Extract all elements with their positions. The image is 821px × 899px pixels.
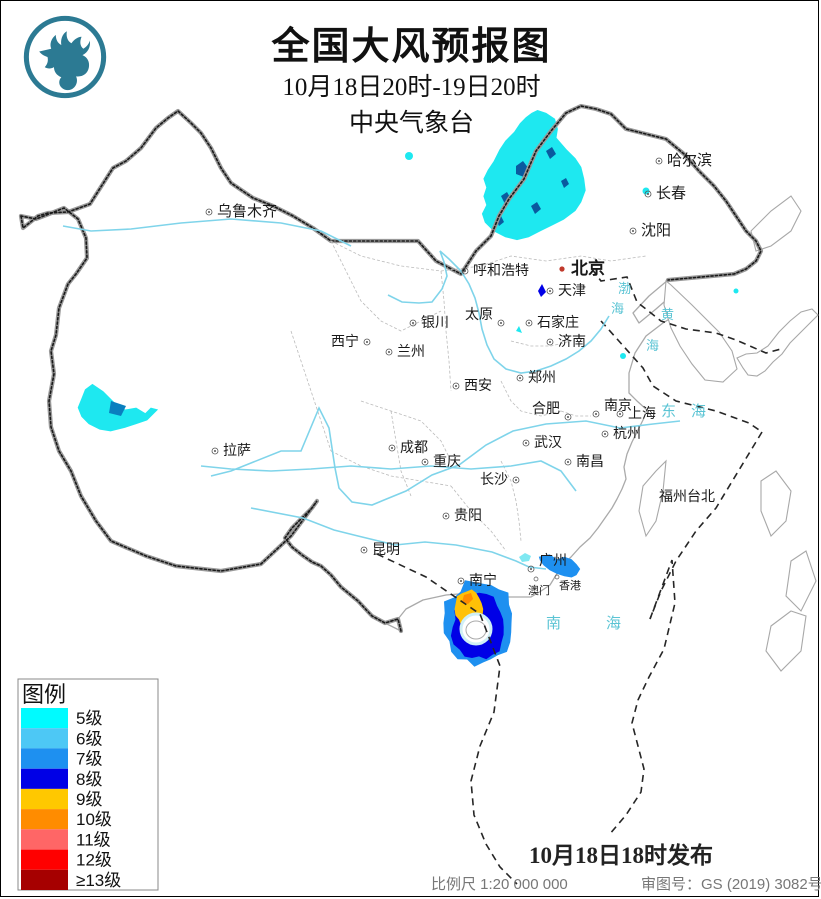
svg-text:沈阳: 沈阳 — [641, 222, 671, 239]
svg-text:5级: 5级 — [76, 709, 102, 728]
svg-text:哈尔滨: 哈尔滨 — [667, 152, 712, 169]
svg-text:杭州: 杭州 — [613, 425, 641, 441]
svg-text:天津: 天津 — [558, 282, 586, 298]
svg-text:成都: 成都 — [400, 439, 428, 455]
svg-text:长春: 长春 — [656, 185, 686, 202]
svg-text:济南: 济南 — [558, 333, 586, 349]
svg-text:贵阳: 贵阳 — [454, 507, 482, 523]
svg-text:拉萨: 拉萨 — [223, 442, 251, 458]
svg-text:呼和浩特: 呼和浩特 — [473, 262, 529, 278]
svg-text:西宁: 西宁 — [331, 333, 359, 349]
svg-text:北京: 北京 — [571, 258, 605, 278]
svg-text:银川: 银川 — [421, 314, 449, 330]
svg-text:澳门: 澳门 — [528, 583, 550, 597]
svg-text:7级: 7级 — [76, 750, 102, 769]
svg-text:长沙: 长沙 — [480, 471, 508, 487]
svg-text:上海: 上海 — [628, 405, 656, 421]
svg-text:南宁: 南宁 — [469, 572, 497, 588]
svg-text:太原: 太原 — [465, 306, 493, 322]
svg-text:广州: 广州 — [539, 552, 567, 568]
svg-text:西安: 西安 — [464, 377, 492, 393]
svg-text:渤: 渤 — [618, 281, 631, 296]
svg-text:香港: 香港 — [559, 579, 581, 592]
svg-text:12级: 12级 — [76, 851, 112, 870]
svg-text:昆明: 昆明 — [372, 541, 400, 557]
svg-text:南昌: 南昌 — [576, 453, 604, 469]
svg-text:黄: 黄 — [661, 307, 674, 322]
svg-text:10级: 10级 — [76, 810, 112, 829]
svg-text:东: 东 — [661, 403, 676, 420]
svg-text:石家庄: 石家庄 — [537, 314, 579, 330]
svg-text:武汉: 武汉 — [534, 434, 562, 450]
svg-text:郑州: 郑州 — [528, 369, 556, 385]
svg-text:图例: 图例 — [22, 682, 66, 707]
svg-text:兰州: 兰州 — [397, 343, 425, 359]
svg-text:海: 海 — [606, 615, 621, 632]
svg-text:福州台北: 福州台北 — [659, 488, 715, 504]
svg-text:11级: 11级 — [76, 830, 111, 849]
svg-text:重庆: 重庆 — [433, 453, 461, 469]
svg-text:南: 南 — [546, 615, 561, 632]
svg-text:8级: 8级 — [76, 770, 102, 789]
svg-text:乌鲁木齐: 乌鲁木齐 — [217, 203, 277, 220]
svg-text:6级: 6级 — [76, 729, 102, 748]
svg-text:9级: 9级 — [76, 790, 102, 809]
svg-text:比例尺 1:20 000 000: 比例尺 1:20 000 000 — [431, 876, 568, 893]
svg-text:审图号：GS (2019) 3082号: 审图号：GS (2019) 3082号 — [641, 876, 821, 893]
svg-text:海: 海 — [611, 301, 624, 316]
svg-text:≥13级: ≥13级 — [76, 871, 121, 890]
svg-text:海: 海 — [646, 338, 659, 353]
svg-text:10月18日18时发布: 10月18日18时发布 — [529, 842, 713, 868]
svg-text:海: 海 — [691, 403, 706, 420]
svg-text:合肥: 合肥 — [532, 400, 560, 416]
